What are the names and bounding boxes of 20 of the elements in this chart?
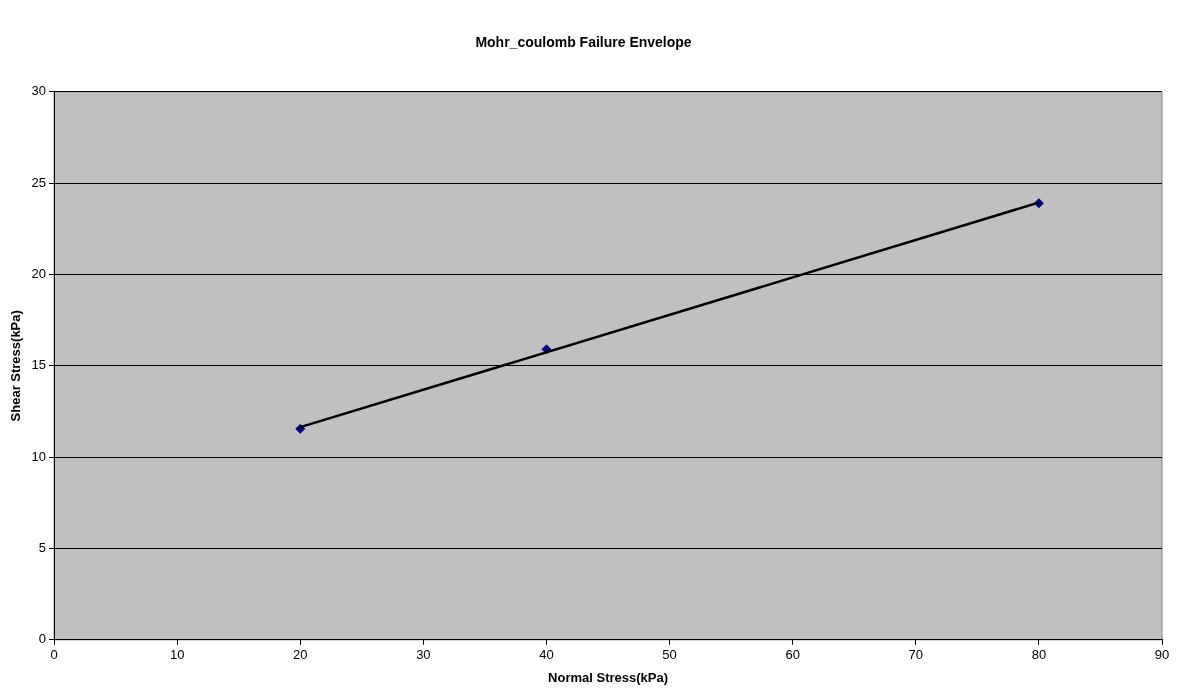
y-tick-label: 15 [31, 357, 47, 373]
x-tick-label: 40 [539, 647, 554, 663]
x-tick-label: 50 [662, 647, 677, 663]
y-tick-label: 30 [31, 83, 47, 99]
x-tick-label: 90 [1154, 647, 1170, 663]
x-tick-label: 0 [50, 647, 58, 663]
x-tick-label: 10 [169, 647, 185, 663]
chart-title: Mohr_coulomb Failure Envelope [475, 34, 692, 51]
x-tick-label: 70 [908, 647, 924, 663]
y-tick-label: 10 [31, 448, 47, 464]
x-tick-label: 20 [293, 647, 308, 663]
y-tick-label: 0 [38, 631, 47, 647]
x-tick-label: 30 [416, 647, 431, 663]
y-tick-label: 25 [31, 174, 47, 190]
y-tick-label: 20 [31, 266, 47, 282]
x-tick-label: 60 [785, 647, 800, 663]
y-axis-title: Shear Stress(kPa) [8, 310, 24, 422]
y-tick-label: 5 [38, 540, 47, 556]
x-tick-label: 80 [1031, 647, 1047, 663]
x-axis-title: Normal Stress(kPa) [548, 669, 669, 685]
